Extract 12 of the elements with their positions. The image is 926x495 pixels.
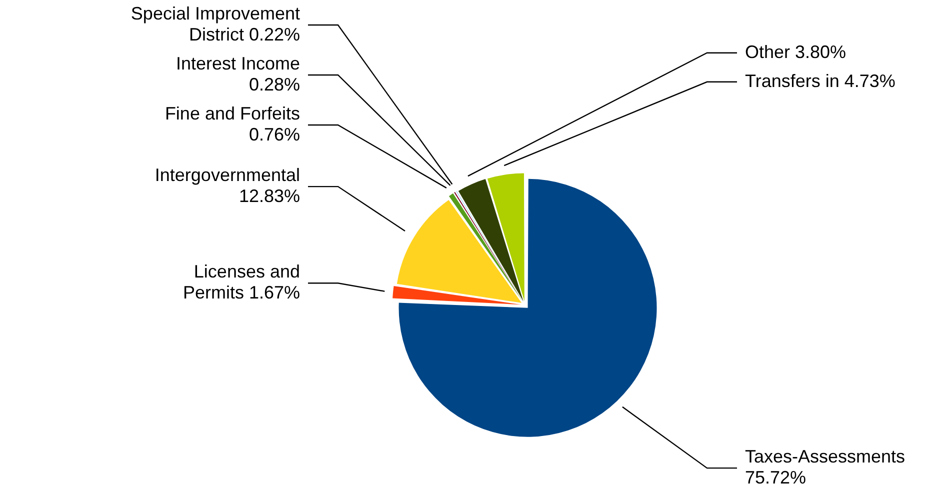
slice-label: Licenses and Permits 1.67% (182, 262, 300, 303)
slice-label: Intergovernmental (154, 165, 300, 186)
slice-label: Interest Income (176, 53, 300, 74)
data-label: 0.28% (248, 74, 300, 94)
slice-label: Other 3.80% (745, 42, 846, 62)
data-label: 12.83% (238, 186, 300, 206)
slice-label: Taxes-Assessments (745, 446, 906, 467)
slice-label: Special Improvement District 0.22% (130, 3, 300, 44)
slice-label: Fine and Forfeits (164, 103, 300, 124)
data-label: 75.72% (745, 468, 806, 488)
slice-label: Transfers in 4.73% (745, 70, 896, 91)
data-label: 0.76% (248, 124, 300, 144)
